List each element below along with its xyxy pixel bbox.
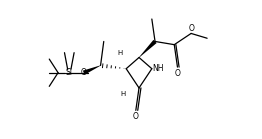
Text: O: O (174, 69, 181, 78)
Text: Si: Si (66, 68, 73, 77)
Polygon shape (139, 40, 157, 58)
Text: O: O (133, 112, 139, 121)
Text: O: O (81, 68, 87, 77)
Text: NH: NH (152, 64, 164, 73)
Text: H: H (117, 50, 122, 56)
Text: H: H (120, 91, 125, 97)
Text: O: O (188, 24, 194, 33)
Polygon shape (83, 65, 101, 75)
